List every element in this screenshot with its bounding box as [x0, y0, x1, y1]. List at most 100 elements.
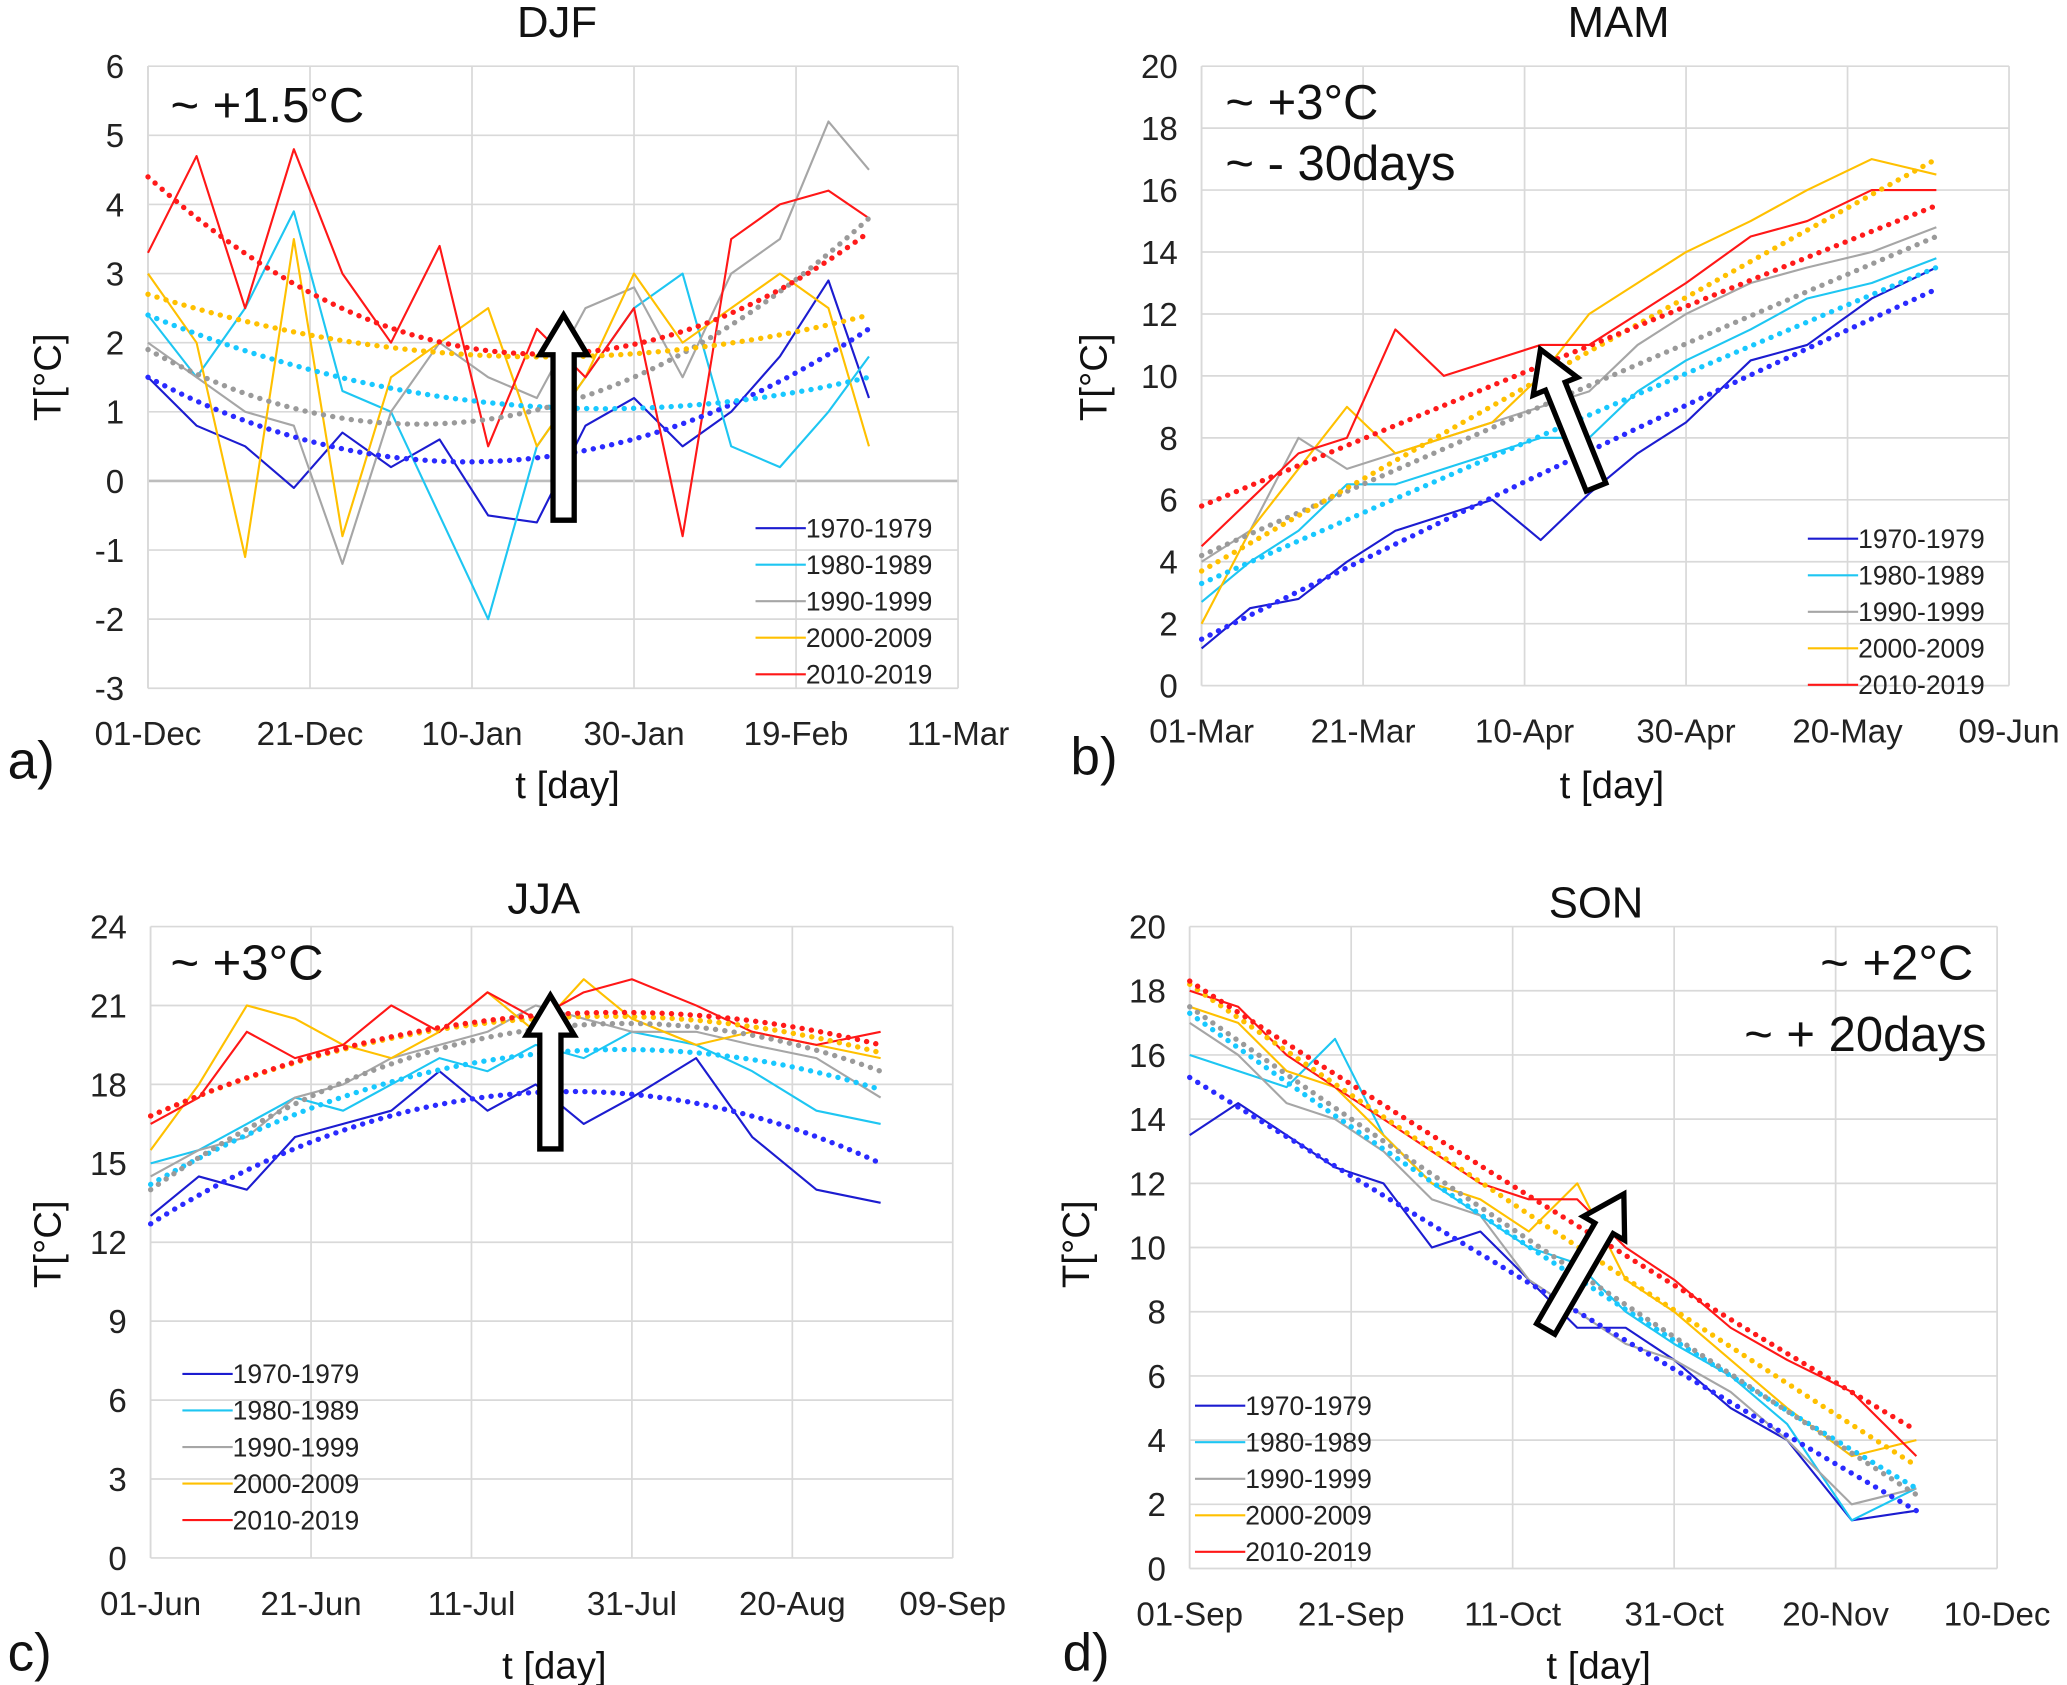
chart-title: JJA [507, 874, 581, 923]
y-tick-label: 18 [1141, 111, 1178, 148]
series-line-1980-1989 [147, 210, 870, 621]
series-line-1990-1999 [150, 1004, 882, 1178]
y-tick-label: 3 [108, 1462, 126, 1499]
trend-line-1990-1999 [1187, 1004, 1920, 1498]
y-tick-label: 0 [106, 464, 124, 501]
panel-label: b) [1071, 727, 1118, 786]
annotation-text: ~ +2°C [1820, 936, 1973, 990]
trend-line-2000-2009 [1198, 156, 1940, 574]
annotation-text: ~ + 20days [1744, 1008, 1986, 1062]
y-tick-label: 6 [1147, 1359, 1165, 1396]
series-line-2010-2019 [1189, 989, 1918, 1457]
legend: 1970-1979 1980-1989 1990-1999 2000-2009 2010… [1807, 524, 1985, 700]
y-tick-label: 9 [108, 1304, 126, 1341]
legend-label: 2000-2009 [233, 1469, 360, 1499]
trend-line-2010-2019 [147, 1009, 884, 1119]
trend-line-2010-2019 [1187, 978, 1920, 1434]
x-tick-label: 09-Jun [1958, 714, 2059, 751]
series-line-1980-1989 [150, 1030, 881, 1165]
legend-label: 1970-1979 [1858, 524, 1985, 554]
legend-label: 1970-1979 [233, 1359, 360, 1389]
series-line-1980-1989 [1200, 257, 1937, 603]
annotation-text: ~ - 30days [1225, 137, 1455, 191]
y-tick-label: 20 [1141, 49, 1178, 86]
x-tick-label: 30-Apr [1636, 714, 1735, 751]
trend-line-2010-2019 [145, 174, 872, 357]
x-tick-label: 09-Sep [899, 1586, 1006, 1623]
trend-arrow-icon [1533, 1189, 1628, 1338]
legend-label: 1990-1999 [806, 586, 933, 616]
y-tick-label: 6 [108, 1383, 126, 1420]
legend-label: 2000-2009 [1245, 1501, 1372, 1531]
y-tick-label: 12 [1129, 1166, 1166, 1203]
panel-label: c) [8, 1623, 52, 1682]
y-tick-label: 12 [1141, 297, 1178, 334]
trend-line-1990-1999 [145, 215, 872, 427]
chart-panel-mam: 0 2 4 6 8 10 12 14 16 18 20 01-Mar 21-Mar 10-Apr 30-Ap… [1071, 0, 2060, 807]
x-axis-label: t [day] [515, 764, 620, 807]
y-tick-label: 6 [1159, 483, 1177, 520]
trend-arrow-icon [1529, 344, 1610, 495]
legend: 1970-1979 1980-1989 1990-1999 2000-2009 2010… [182, 1359, 359, 1535]
y-tick-label: 2 [1159, 607, 1177, 644]
y-tick-label: 21 [90, 988, 127, 1025]
x-tick-label: 01-Dec [95, 716, 202, 753]
y-axis-label: T[°C] [27, 333, 70, 421]
series-line-2010-2019 [1200, 189, 1937, 548]
trend-arrow-icon [521, 990, 579, 1152]
x-axis-label: t [day] [1546, 1644, 1651, 1685]
x-tick-label: 21-Mar [1311, 714, 1416, 751]
x-axis-label: t [day] [502, 1644, 607, 1685]
y-axis-label: T[°C] [1072, 333, 1115, 421]
y-tick-label: 4 [1159, 545, 1177, 582]
y-tick-label: 10 [1129, 1230, 1166, 1267]
y-tick-label: 0 [108, 1541, 126, 1578]
legend-label: 1980-1989 [233, 1396, 360, 1426]
legend-label: 1980-1989 [806, 550, 933, 580]
legend-label: 1980-1989 [1858, 561, 1985, 591]
x-tick-label: 20-Aug [739, 1586, 846, 1623]
legend-label: 1990-1999 [1858, 597, 1985, 627]
x-tick-label: 21-Jun [260, 1586, 361, 1623]
legend-label: 2010-2019 [233, 1505, 360, 1535]
legend: 1970-1979 1980-1989 1990-1999 2000-2009 2010… [755, 513, 933, 690]
legend-label: 1990-1999 [233, 1432, 360, 1462]
legend-label: 1990-1999 [1245, 1464, 1372, 1494]
panel-label: d) [1063, 1623, 1110, 1682]
y-tick-label: 6 [106, 49, 124, 86]
series-line-2010-2019 [150, 978, 881, 1125]
x-tick-label: 10-Jan [421, 716, 522, 753]
y-tick-label: -3 [95, 671, 124, 708]
y-tick-label: 8 [1147, 1295, 1165, 1332]
x-axis-label: t [day] [1560, 764, 1665, 807]
y-tick-label: 16 [1129, 1038, 1166, 1075]
legend-label: 2000-2009 [1858, 634, 1985, 664]
legend-label: 2010-2019 [1245, 1537, 1372, 1567]
y-tick-label: 14 [1141, 235, 1178, 272]
x-tick-label: 10-Apr [1475, 714, 1574, 751]
y-tick-label: 16 [1141, 173, 1178, 210]
x-tick-label: 11-Jul [428, 1586, 516, 1623]
x-tick-label: 01-Jun [100, 1586, 201, 1623]
trend-line-1970-1979 [1198, 286, 1940, 642]
trend-line-2000-2009 [147, 1013, 884, 1119]
y-axis-label: T[°C] [27, 1200, 70, 1288]
x-tick-label: 11-Mar [907, 716, 1009, 753]
y-tick-label: 0 [1159, 669, 1177, 706]
trend-line-1970-1979 [147, 1088, 884, 1227]
chart-panel-djf: -3 -2 -1 0 1 2 3 4 5 6 01-Dec 21-Dec 10-Jan 30-Jan 19-… [8, 0, 1010, 807]
annotation-text: ~ +3°C [1225, 76, 1378, 130]
y-tick-label: 3 [106, 256, 124, 293]
y-tick-label: 8 [1159, 421, 1177, 458]
x-tick-label: 11-Oct [1464, 1596, 1561, 1633]
chart-title: SON [1549, 878, 1644, 927]
legend-label: 1980-1989 [1245, 1428, 1372, 1458]
trend-line-1980-1989 [1198, 264, 1940, 587]
x-tick-label: 01-Mar [1149, 714, 1254, 751]
y-tick-label: 2 [1147, 1487, 1165, 1524]
trend-line-2000-2009 [145, 291, 872, 360]
y-tick-label: 0 [1147, 1551, 1165, 1588]
y-tick-label: 18 [1129, 974, 1166, 1011]
legend-label: 1970-1979 [806, 513, 933, 543]
